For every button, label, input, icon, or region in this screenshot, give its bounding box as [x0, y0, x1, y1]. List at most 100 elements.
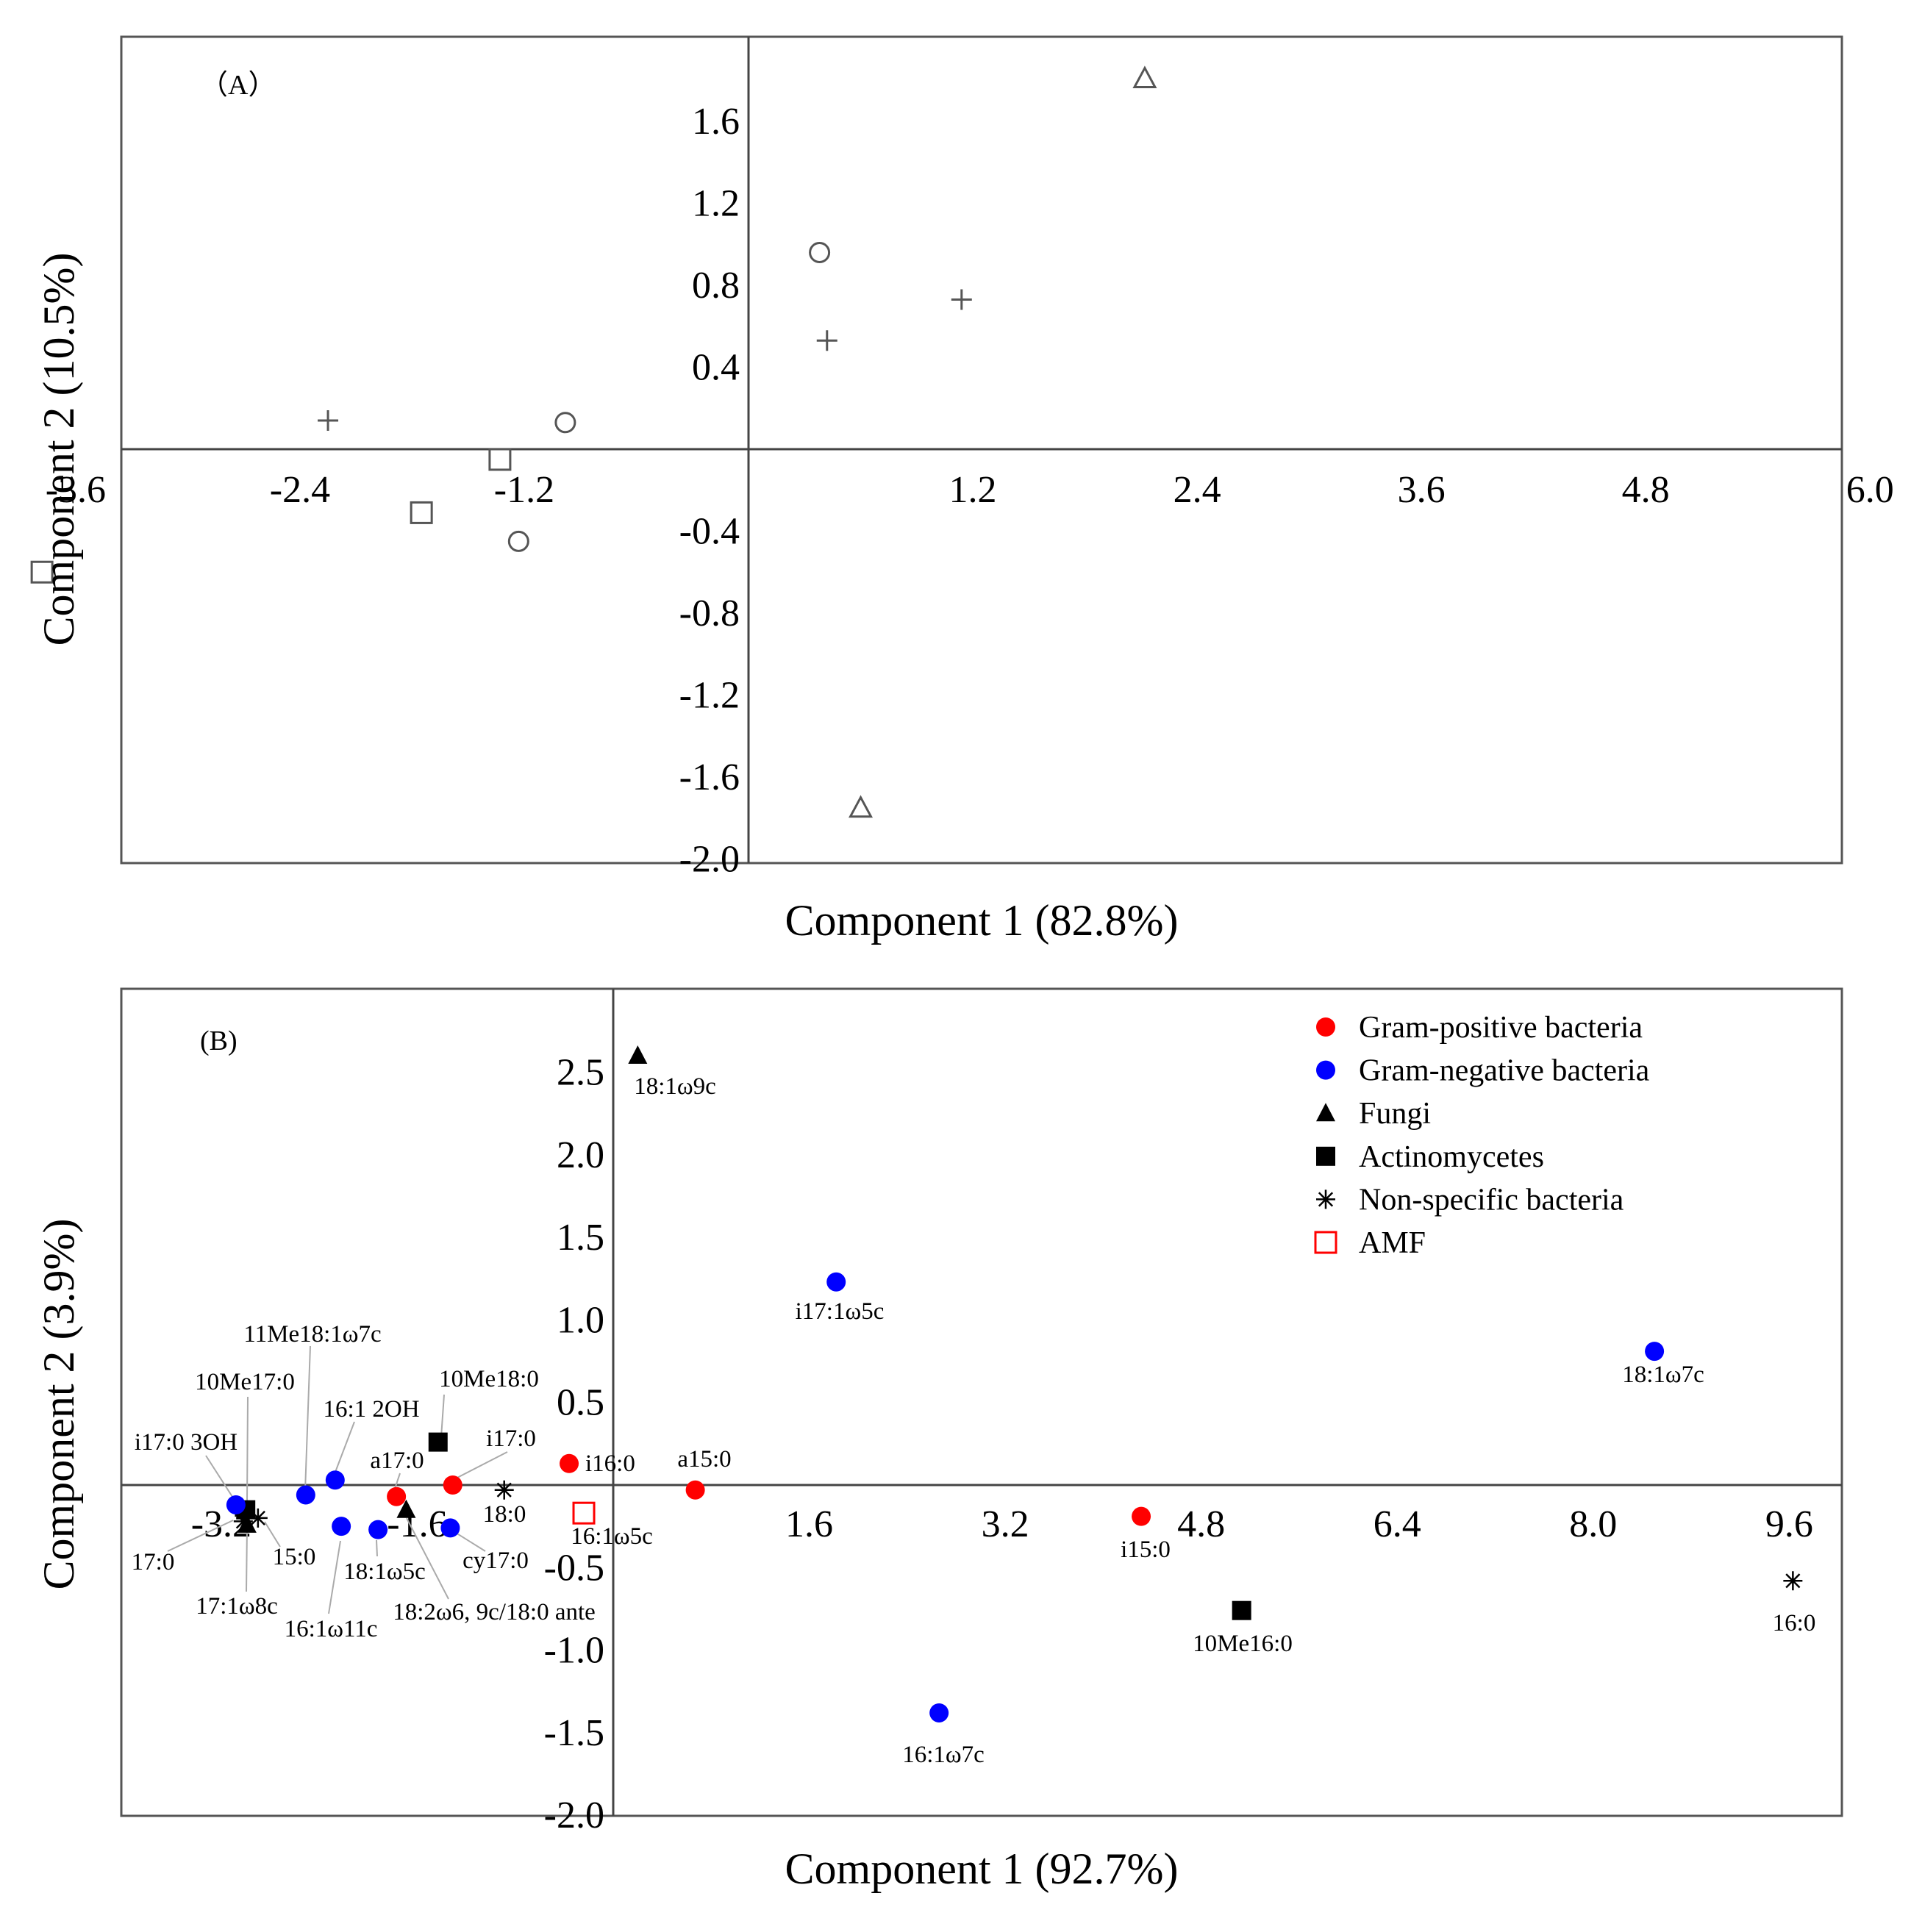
point-15-0: [248, 1508, 268, 1528]
panel-b-x-tick-9-6: 9.6: [1765, 1503, 1813, 1545]
panel-a-x-tick-1-2: -1.2: [494, 469, 554, 511]
panel-b-points: [226, 1045, 1803, 1722]
panel-a-y-tick-0-8: 0.8: [692, 265, 740, 307]
panel-a-x-tick-6-0: 6.0: [1846, 469, 1894, 511]
legend-label-gram-positive-bacteria: Gram-positive bacteria: [1359, 1011, 1643, 1045]
point-label-16-1-2oh: 16:1 2OH: [323, 1396, 419, 1423]
leader-line-17-1-8c: [246, 1526, 248, 1592]
panel-a-y-tick-0-8: -0.8: [679, 593, 740, 634]
panel-b-y-tick-2-5: 2.5: [557, 1052, 604, 1094]
panel-b-y-tick-labels: 2.5 2.0 1.5 1.0 0.5 -0.5 -1.0 -1.5 -2.0: [544, 1052, 604, 1837]
point-16-1-7c: [929, 1703, 949, 1722]
panel-a-point-circle-open-3: [809, 241, 831, 263]
legend-marker-non-specific-bacteria: [1316, 1189, 1335, 1209]
panel-a-point-plus-2: [816, 330, 837, 351]
point-label-i16-0: i16:0: [585, 1450, 635, 1477]
panel-b-y-tick-0-5: 0.5: [557, 1382, 604, 1424]
panel-a-point-triangle-open-1: [1132, 65, 1157, 89]
point-label-10me18-0: 10Me18:0: [439, 1366, 539, 1392]
point-label-i17-0-3oh: i17:0 3OH: [135, 1429, 237, 1456]
point-18-1-7c: [1645, 1342, 1665, 1362]
panel-a-point-circle-open-1: [507, 530, 529, 552]
panel-a-point-plus-3: [951, 289, 972, 310]
point-i16-0: [560, 1453, 579, 1473]
leader-line-18-2-6-9c-18-0-ante: [406, 1517, 449, 1600]
panel-a-x-tick-4-8: 4.8: [1622, 469, 1670, 511]
point-label-11me18-1-7c: 11Me18:1ω7c: [243, 1321, 381, 1348]
point-label-i17-1-5c: i17:1ω5c: [796, 1298, 885, 1325]
panel-b-y-tick-1-5: -1.5: [544, 1712, 604, 1754]
panel-a-x-tick-2-4: 2.4: [1174, 469, 1221, 511]
point-label-18-1-5c: 18:1ω5c: [343, 1559, 426, 1585]
point-label-16-1-5c: 16:1ω5c: [571, 1523, 653, 1550]
point-label-18-0: 18:0: [483, 1501, 526, 1528]
panel-b-legend: Gram-positive bacteria Gram-negative bact…: [1314, 1011, 1650, 1260]
panel-b-x-tick-1-6: 1.6: [785, 1503, 833, 1545]
panel-a-y-axis-title: Component 2 (10.5%): [35, 253, 83, 646]
panel-a-point-square-open-1: [30, 560, 54, 584]
panel-b: (B) -3.2 -1.6 1.6 3.2 4.8 6.4 8.0 9.6 2.52.01.5…: [35, 987, 1843, 1893]
legend-marker-gram-positive-bacteria: [1316, 1017, 1335, 1037]
point-label-16-1-7c: 16:1ω7c: [902, 1742, 985, 1768]
point-label-16-1-11c: 16:1ω11c: [285, 1616, 378, 1642]
panel-a-x-tick-3-6: 3.6: [1398, 469, 1446, 511]
point-label-18-2-6-9c-18-0-ante: 18:2ω6, 9c/18:0 ante: [393, 1599, 596, 1625]
panel-b-y-tick-0-5: -0.5: [544, 1547, 604, 1589]
panel-a-y-tick-0-4: 0.4: [692, 347, 740, 389]
point-label-a17-0: a17:0: [370, 1448, 424, 1474]
panel-a-y-tick-1-6: 1.6: [692, 101, 740, 143]
legend-label-amf: AMF: [1359, 1226, 1426, 1260]
leader-line-i17-0-3oh: [205, 1455, 235, 1500]
point-17-1-8c: [237, 1514, 257, 1533]
point-10me18-0: [428, 1432, 448, 1452]
point-16-1-2oh: [325, 1470, 345, 1490]
legend-label-fungi: Fungi: [1359, 1097, 1431, 1131]
panel-b-label: (B): [200, 1026, 237, 1056]
leader-line-18-1-5c: [376, 1539, 378, 1557]
point-label-17-0: 17:0: [132, 1549, 175, 1575]
point-18-0: [494, 1480, 514, 1500]
point-label-18-1-9c: 18:1ω9c: [634, 1073, 716, 1100]
leader-line-i17-0: [454, 1451, 508, 1480]
point-label-a15-0: a15:0: [677, 1446, 731, 1473]
leader-line-15-0: [264, 1521, 281, 1548]
legend-marker-actinomycetes: [1316, 1146, 1335, 1166]
panel-b-x-tick-labels: -3.2 -1.6 1.6 3.2 4.8 6.4 8.0 9.6: [191, 1503, 1813, 1545]
panel-b-y-tick-1-0: -1.0: [544, 1630, 604, 1672]
panel-a: （A） -3.6 -2.4 -1.2 1.2 2.4 3.6 4.8 6.0 1.6 1.2 0.…: [30, 35, 1894, 945]
point-11me18-1-7c: [296, 1485, 315, 1505]
panel-b-y-tick-2-0: -2.0: [544, 1795, 604, 1836]
panel-b-leader-lines: [167, 1345, 508, 1614]
point-label-18-1-7c: 18:1ω7c: [1622, 1362, 1704, 1388]
legend-marker-amf: [1314, 1231, 1337, 1254]
point-label-16-0: 16:0: [1773, 1610, 1816, 1636]
legend-label-non-specific-bacteria: Non-specific bacteria: [1359, 1183, 1624, 1217]
panel-a-y-tick-labels: 1.6 1.2 0.8 0.4 -0.4 -0.8 -1.2 -1.6 -2.0: [679, 101, 740, 880]
point-i15-0: [1132, 1506, 1151, 1526]
panel-a-y-tick-1-2: 1.2: [692, 183, 740, 225]
point-a17-0: [387, 1486, 407, 1506]
point-18-1-9c: [628, 1045, 648, 1065]
point-17-0: [233, 1511, 253, 1531]
point-label-17-1-8c: 17:1ω8c: [196, 1593, 278, 1620]
leader-line-10me17-0: [246, 1396, 249, 1503]
panel-a-y-tick-1-6: -1.6: [679, 756, 740, 798]
point-label-i15-0: i15:0: [1121, 1536, 1171, 1563]
panel-a-x-axis-title: Component 1 (82.8%): [785, 896, 1179, 945]
panel-a-point-triangle-open-2: [849, 795, 874, 818]
panel-b-x-tick-4-8: 4.8: [1177, 1503, 1225, 1545]
point-label-10me17-0: 10Me17:0: [195, 1369, 295, 1395]
panel-b-x-tick-8-0: 8.0: [1569, 1503, 1617, 1545]
point-cy17-0: [440, 1518, 460, 1538]
panel-a-x-tick-labels: -3.6 -2.4 -1.2 1.2 2.4 3.6 4.8 6.0: [46, 469, 1894, 511]
panel-a-point-square-open-2: [410, 501, 433, 524]
panel-a-label: （A）: [200, 70, 276, 101]
legend-marker-fungi: [1316, 1103, 1335, 1122]
panel-a-points: [30, 65, 1157, 818]
panel-b-y-axis-title: Component 2 (3.9%): [35, 1219, 83, 1590]
panel-a-point-plus-1: [318, 409, 339, 431]
point-16-0: [1783, 1571, 1803, 1591]
leader-line-a17-0: [394, 1473, 401, 1489]
point-16-1-11c: [332, 1517, 351, 1536]
